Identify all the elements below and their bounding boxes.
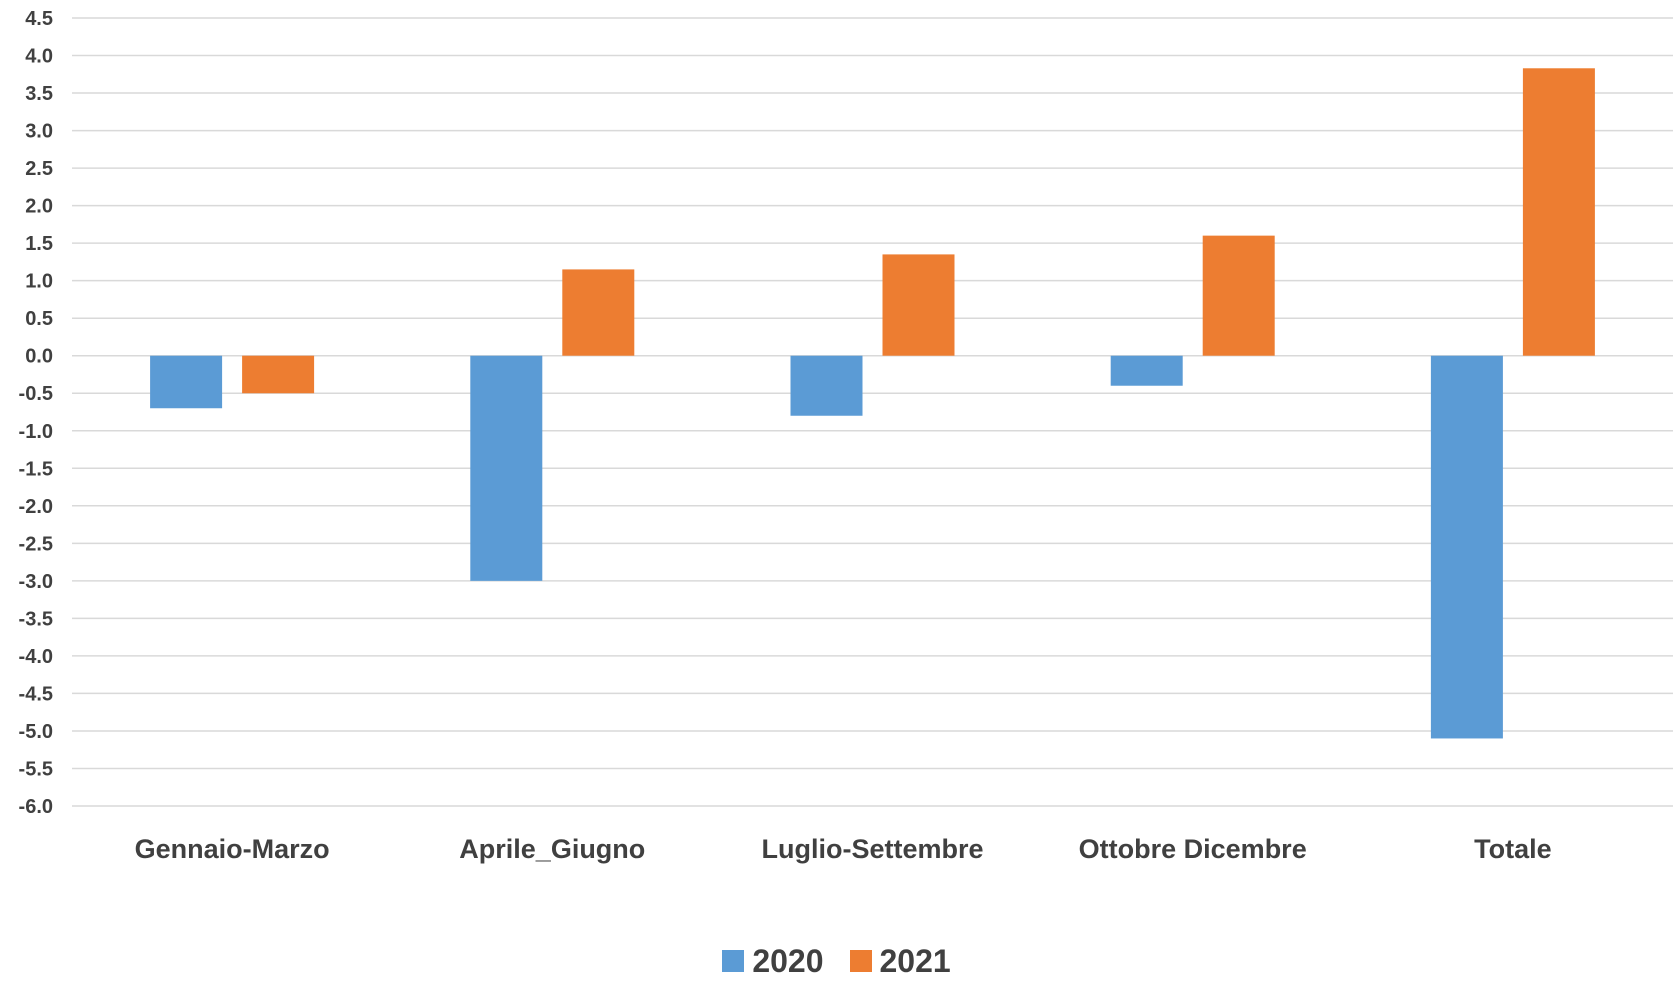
x-category-label: Gennaio-Marzo xyxy=(135,834,330,864)
y-tick-label: 2.5 xyxy=(25,158,53,180)
y-tick-label: -1.0 xyxy=(19,421,53,443)
y-tick-label: -1.5 xyxy=(19,458,53,480)
y-tick-label: 1.5 xyxy=(25,233,53,255)
legend-item-2020: 2020 xyxy=(722,943,824,979)
legend: 2020 2021 xyxy=(0,945,1673,977)
y-tick-label: 0.5 xyxy=(25,308,53,330)
x-axis-category-labels: Gennaio-Marzo Aprile_Giugno Luglio-Settemb… xyxy=(135,834,1552,864)
y-tick-label: 4.0 xyxy=(25,46,53,68)
y-tick-label: -5.5 xyxy=(19,758,53,780)
bar-chart: 4.5 4.0 3.5 3.0 2.5 2.0 1.5 1.0 0.5 0.0 -0.5 -1.0 -1… xyxy=(19,8,1673,864)
y-tick-label: -3.5 xyxy=(19,608,53,630)
bar-2021-1 xyxy=(562,269,635,356)
bars xyxy=(150,68,1595,739)
legend-label-2020: 2020 xyxy=(752,943,824,979)
legend-label-2021: 2021 xyxy=(879,943,951,979)
bar-2020-2 xyxy=(790,355,863,416)
y-tick-label: -0.5 xyxy=(19,383,53,405)
x-category-label: Totale xyxy=(1474,834,1552,864)
y-tick-label: -6.0 xyxy=(19,796,53,818)
y-tick-label: 0.0 xyxy=(25,346,53,368)
y-tick-label: -3.0 xyxy=(19,571,53,593)
x-category-label: Luglio-Settembre xyxy=(761,834,983,864)
y-tick-label: -4.0 xyxy=(19,646,53,668)
bar-2021-4 xyxy=(1522,68,1595,356)
y-tick-label: -4.5 xyxy=(19,683,53,705)
x-category-label: Aprile_Giugno xyxy=(459,834,645,864)
bar-2021-3 xyxy=(1202,235,1275,356)
y-tick-label: 2.0 xyxy=(25,196,53,218)
bar-2020-3 xyxy=(1110,355,1183,386)
bar-2020-4 xyxy=(1430,355,1503,739)
y-tick-label: 3.5 xyxy=(25,83,53,105)
y-tick-label: 3.0 xyxy=(25,121,53,143)
bar-2021-2 xyxy=(882,254,955,356)
legend-swatch-2021 xyxy=(849,950,872,972)
gridlines xyxy=(72,17,1673,807)
bar-2021-0 xyxy=(242,355,315,394)
y-tick-label: -2.0 xyxy=(19,496,53,518)
y-tick-label: -5.0 xyxy=(19,721,53,743)
y-axis-tick-labels: 4.5 4.0 3.5 3.0 2.5 2.0 1.5 1.0 0.5 0.0 -0.5 -1.0 -1… xyxy=(19,8,53,818)
y-tick-label: 4.5 xyxy=(25,8,53,30)
bar-2020-0 xyxy=(150,355,223,409)
legend-item-2021: 2021 xyxy=(849,943,951,979)
x-category-label: Ottobre Dicembre xyxy=(1079,834,1307,864)
y-tick-label: 1.0 xyxy=(25,271,53,293)
y-tick-label: -2.5 xyxy=(19,533,53,555)
bar-2020-1 xyxy=(470,355,543,581)
legend-swatch-2020 xyxy=(722,950,745,972)
